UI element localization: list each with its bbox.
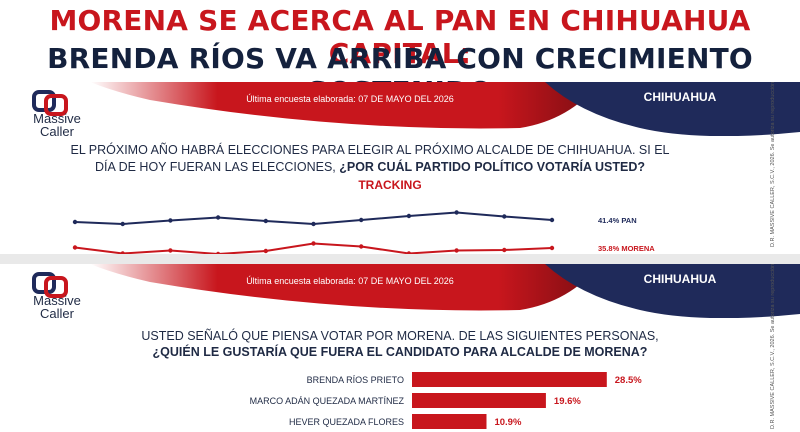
point-morena bbox=[502, 247, 507, 253]
point-morena bbox=[454, 248, 459, 253]
city-label: CHIHUAHUA bbox=[643, 90, 717, 104]
bar-value-label: 10.9% bbox=[494, 417, 521, 428]
point-morena bbox=[549, 245, 555, 251]
series-label-pan: 41.4% PAN bbox=[598, 216, 637, 225]
logo-line-2: Caller bbox=[40, 124, 74, 139]
series-label-morena: 35.8% MORENA bbox=[598, 244, 655, 253]
point-pan bbox=[120, 221, 125, 227]
point-pan bbox=[406, 213, 412, 219]
point-morena bbox=[263, 248, 268, 254]
logo-text: Massive Caller bbox=[12, 112, 102, 138]
bar-value-label: 28.5% bbox=[615, 375, 642, 386]
logo-line-2: Caller bbox=[40, 306, 74, 321]
bar bbox=[412, 414, 487, 429]
point-pan bbox=[454, 210, 459, 215]
point-morena bbox=[168, 248, 173, 253]
point-pan bbox=[263, 218, 268, 224]
question-2-line-2: ¿QUIÉN LE GUSTARÍA QUE FUERA EL CANDIDAT… bbox=[152, 345, 648, 359]
bar-value-label: 19.6% bbox=[554, 396, 581, 407]
tracking-title: TRACKING bbox=[358, 178, 422, 192]
headline-line-1: MORENA SE ACERCA AL PAN EN CHIHUAHUA CAP… bbox=[49, 4, 751, 70]
bar-category-label: HEVER QUEZADA FLORES bbox=[289, 417, 404, 427]
bar-category-label: MARCO ADÁN QUEZADA MARTÍNEZ bbox=[250, 396, 405, 406]
point-pan bbox=[502, 214, 507, 219]
candidate-bar-chart: BRENDA RÍOS PRIETO 28.5% MARCO ADÁN QUEZAD… bbox=[250, 372, 642, 429]
point-pan bbox=[168, 218, 173, 223]
point-pan bbox=[215, 215, 221, 220]
question-2-line-1: USTED SEÑALÓ QUE PIENSA VOTAR POR MORENA… bbox=[141, 329, 659, 343]
point-morena bbox=[406, 251, 412, 254]
bar-category-label: BRENDA RÍOS PRIETO bbox=[307, 375, 404, 385]
question-2: USTED SEÑALÓ QUE PIENSA VOTAR POR MORENA… bbox=[80, 328, 720, 360]
point-pan bbox=[359, 217, 364, 223]
tracking-line-chart: 41.4% PAN 35.8% MORENA bbox=[72, 210, 655, 254]
bar bbox=[412, 393, 546, 408]
point-pan bbox=[549, 217, 555, 223]
city-label: CHIHUAHUA bbox=[643, 272, 717, 286]
question-1-emphasis: ¿POR CUÁL PARTIDO POLÍTICO VOTARÍA USTED… bbox=[339, 160, 646, 174]
banner-shapes bbox=[90, 82, 800, 136]
banner-shapes bbox=[90, 264, 800, 318]
question-1: EL PRÓXIMO AÑO HABRÁ ELECCIONES PARA ELE… bbox=[60, 142, 680, 176]
point-pan bbox=[311, 221, 316, 227]
logo-line-1: Massive bbox=[33, 111, 81, 126]
survey-date: Última encuesta elaborada: 07 DE MAYO DE… bbox=[246, 276, 454, 286]
massive-caller-logo-icon bbox=[32, 90, 68, 116]
point-pan bbox=[72, 219, 78, 225]
point-morena bbox=[311, 241, 316, 246]
headline: MORENA SE ACERCA AL PAN EN CHIHUAHUA CAP… bbox=[0, 0, 800, 108]
massive-caller-logo-icon bbox=[32, 272, 68, 298]
logo-line-1: Massive bbox=[33, 293, 81, 308]
bar bbox=[412, 372, 607, 387]
survey-date: Última encuesta elaborada: 07 DE MAYO DE… bbox=[246, 94, 454, 104]
logo-text: Massive Caller bbox=[12, 294, 102, 320]
candidate-panel: Massive Caller Última encuesta elaborada… bbox=[0, 264, 800, 432]
point-morena bbox=[120, 251, 125, 254]
point-morena bbox=[215, 251, 221, 254]
point-morena bbox=[72, 245, 78, 250]
question-1-text: EL PRÓXIMO AÑO HABRÁ ELECCIONES PARA ELE… bbox=[70, 143, 670, 174]
panel-separator bbox=[0, 254, 800, 264]
tracking-panel: Massive Caller Última encuesta elaborada… bbox=[0, 82, 800, 254]
point-morena bbox=[359, 244, 364, 249]
